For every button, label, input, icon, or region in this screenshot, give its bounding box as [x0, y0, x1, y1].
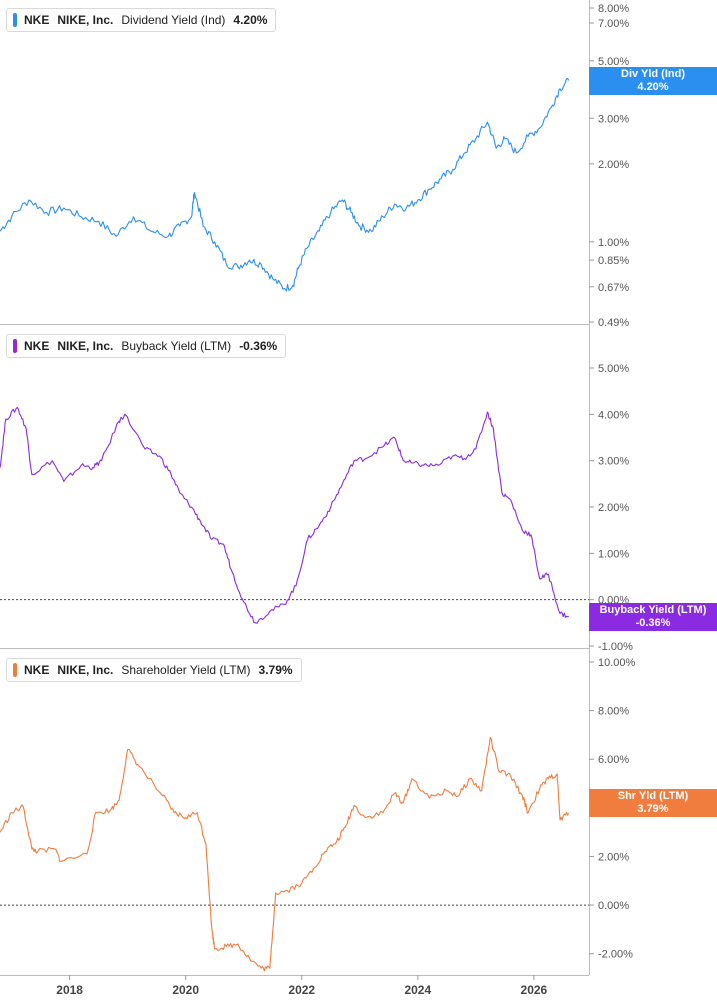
- y-tick-label: 5.00%: [598, 363, 629, 375]
- series-color-swatch: [13, 663, 17, 677]
- y-tick-label: 2.00%: [598, 851, 629, 863]
- x-tick-label: 2020: [172, 983, 199, 997]
- y-tick-label: -1.00%: [598, 641, 633, 653]
- series-line: [0, 406, 569, 624]
- y-tick-label: 2.00%: [598, 159, 629, 171]
- y-tick-label: 8.00%: [598, 3, 629, 15]
- y-tick-label: 3.00%: [598, 456, 629, 468]
- badge-label: Shr Yld (LTM): [617, 790, 689, 802]
- y-tick-label: 0.00%: [598, 900, 629, 912]
- legend-buyback-yield: NKE NIKE, Inc. Buyback Yield (LTM) -0.36…: [6, 334, 287, 358]
- y-tick-label: 4.00%: [598, 409, 629, 421]
- badge-value: -0.36%: [635, 617, 671, 629]
- y-tick-label: -2.00%: [598, 949, 633, 961]
- legend-company: NIKE, Inc.: [57, 13, 114, 27]
- y-tick-label: 6.00%: [598, 754, 629, 766]
- legend-ticker: NKE: [24, 13, 50, 27]
- y-tick-label: 10.00%: [598, 657, 636, 669]
- y-tick-label: 2.00%: [598, 502, 629, 514]
- x-tick-label: 2026: [521, 983, 548, 997]
- y-tick-label: 0.85%: [598, 255, 629, 267]
- last-value-badge-shareholder: Shr Yld (LTM) 3.79%: [589, 789, 717, 817]
- y-tick-label: 8.00%: [598, 706, 629, 718]
- legend-metric: Dividend Yield (Ind): [121, 13, 226, 27]
- legend-metric: Shareholder Yield (LTM): [121, 663, 251, 677]
- y-tick-label: 0.67%: [598, 282, 629, 294]
- y-tick-label: 1.00%: [598, 237, 629, 249]
- legend-value: 3.79%: [258, 663, 293, 677]
- legend-metric: Buyback Yield (LTM): [121, 339, 232, 353]
- series-line: [0, 77, 570, 292]
- last-value-badge-dividend: Div Yld (Ind) 4.20%: [589, 67, 717, 95]
- legend-company: NIKE, Inc.: [57, 663, 114, 677]
- legend-dividend-yield: NKE NIKE, Inc. Dividend Yield (Ind) 4.20…: [6, 8, 277, 32]
- x-tick-label: 2018: [56, 983, 83, 997]
- badge-label: Div Yld (Ind): [621, 68, 685, 80]
- legend-ticker: NKE: [24, 663, 50, 677]
- series-color-swatch: [13, 339, 17, 353]
- y-tick-label: 7.00%: [598, 18, 629, 30]
- last-value-badge-buyback: Buyback Yield (LTM) -0.36%: [589, 603, 717, 631]
- y-tick-label: 0.49%: [598, 317, 629, 329]
- legend-shareholder-yield: NKE NIKE, Inc. Shareholder Yield (LTM) 3…: [6, 658, 302, 682]
- legend-value: -0.36%: [239, 339, 278, 353]
- badge-value: 4.20%: [637, 81, 669, 93]
- y-tick-label: 1.00%: [598, 548, 629, 560]
- legend-company: NIKE, Inc.: [57, 339, 114, 353]
- y-tick-label: 3.00%: [598, 113, 629, 125]
- series-color-swatch: [13, 13, 17, 27]
- badge-label: Buyback Yield (LTM): [599, 604, 707, 616]
- badge-value: 3.79%: [637, 803, 669, 815]
- series-line: [0, 736, 570, 972]
- y-tick-label: 5.00%: [598, 56, 629, 68]
- x-tick-label: 2024: [404, 983, 431, 997]
- x-tick-label: 2022: [288, 983, 315, 997]
- legend-value: 4.20%: [233, 13, 268, 27]
- legend-ticker: NKE: [24, 339, 50, 353]
